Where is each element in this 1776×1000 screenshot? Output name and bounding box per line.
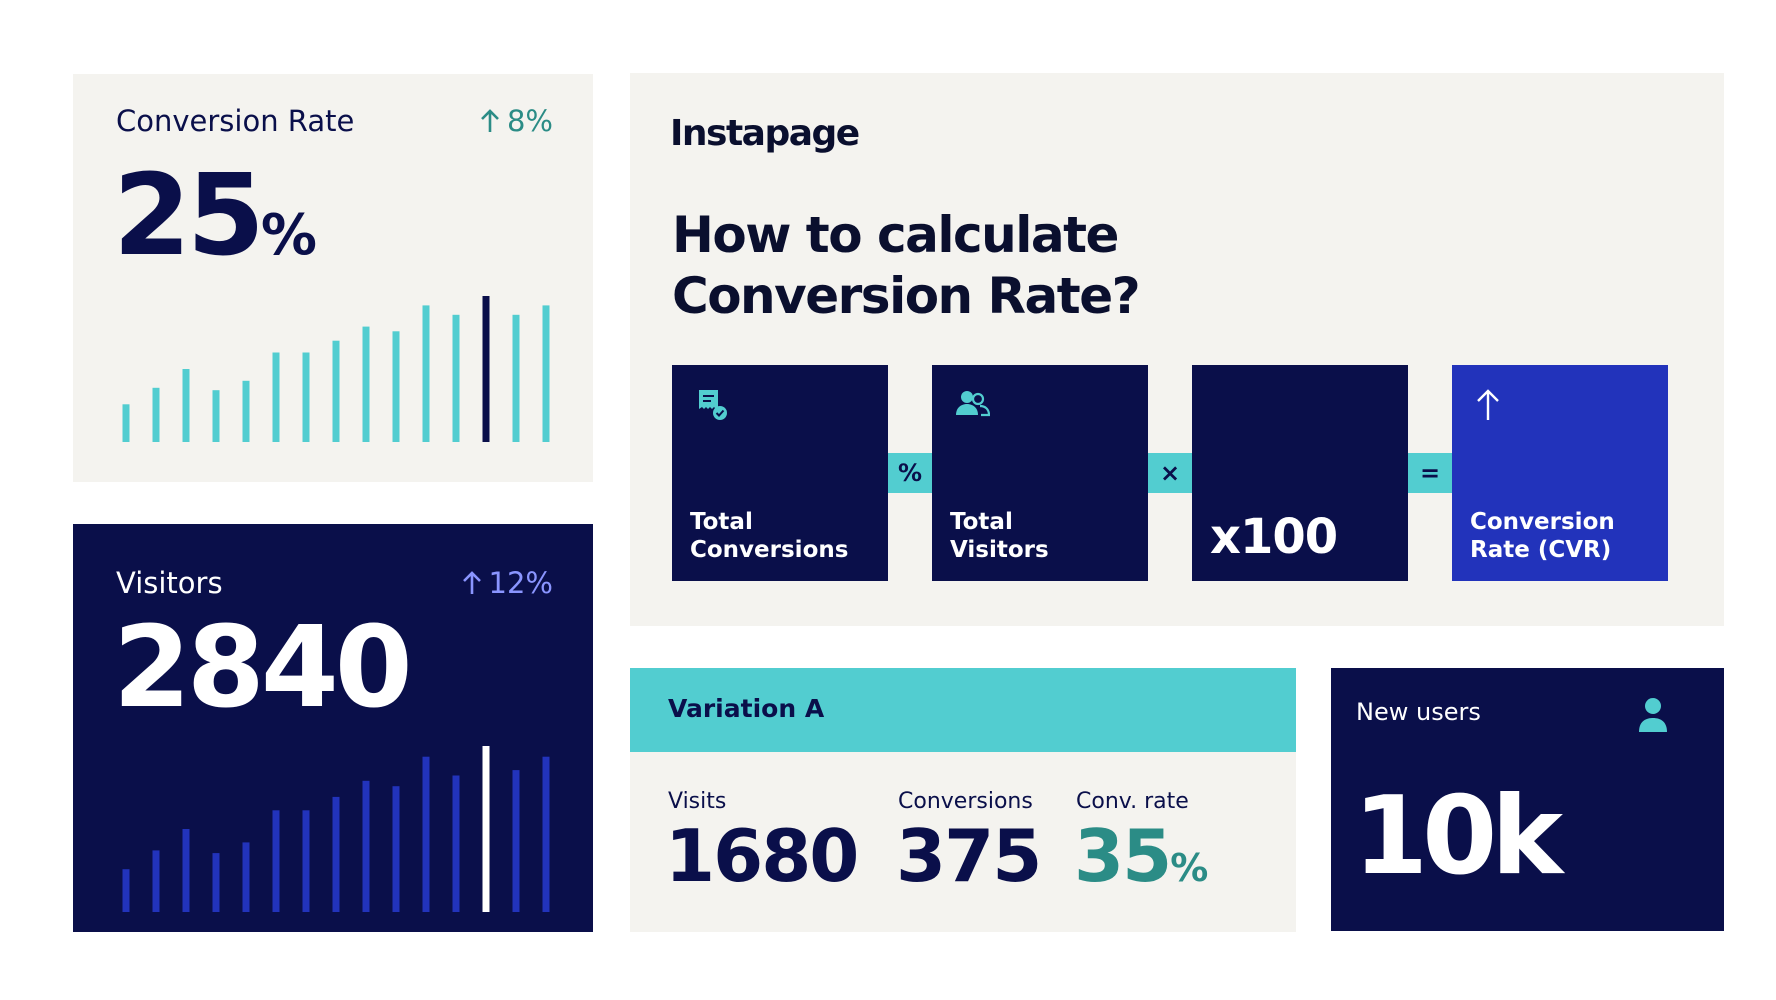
conversion-rate-bar-4	[212, 390, 220, 442]
conversion-rate-bar-15	[542, 305, 550, 442]
conversion-rate-bar-14	[512, 314, 520, 442]
multiplier-text: x100	[1210, 509, 1338, 565]
arrow-up-icon	[462, 571, 481, 594]
visitors-card: Visitors 12% 2840	[73, 524, 593, 932]
visitors-bar-4	[212, 853, 220, 912]
conversion-rate-bar-10	[392, 331, 400, 442]
variation-header: Variation A	[630, 668, 1296, 752]
formula-step-label: Total Conversions	[690, 508, 848, 564]
formula-step-label: Conversion Rate (CVR)	[1470, 508, 1615, 564]
visitors-bar-7	[302, 810, 310, 912]
formula-step-line-1: Conversion	[1470, 509, 1615, 535]
formula-step-total-visitors: Total Visitors	[932, 365, 1148, 581]
conversions-label: Conversions	[898, 789, 1033, 814]
new-users-value: 10k	[1353, 774, 1563, 899]
visitors-bar-8	[332, 796, 340, 912]
users-icon	[956, 391, 990, 417]
variation-title: Variation A	[668, 694, 825, 723]
equals-operator: =	[1408, 453, 1452, 493]
conv-rate-value: 35%	[1074, 820, 1208, 892]
conversion-rate-card: Conversion Rate 8% 25%	[73, 74, 593, 482]
conversion-rate-bar-7	[302, 352, 310, 442]
conversion-rate-bar-chart	[122, 296, 550, 442]
visits-value: 1680	[665, 814, 859, 898]
conversion-rate-change: 8%	[506, 104, 553, 138]
visitors-bar-11	[422, 756, 430, 912]
visitors-bar-9	[362, 780, 370, 912]
conversion-rate-bar-3	[182, 369, 190, 442]
page-title: How to calculate Conversion Rate?	[672, 205, 1372, 327]
conv-rate-unit: %	[1170, 846, 1209, 890]
formula-step-x100: x100	[1192, 365, 1408, 581]
formula-step-total-conversions: Total Conversions	[672, 365, 888, 581]
conversion-rate-bar-13	[482, 296, 490, 442]
visitors-title: Visitors	[116, 566, 223, 600]
multiply-operator: ×	[1148, 453, 1192, 493]
divide-operator: %	[888, 453, 932, 493]
visitors-value: 2840	[113, 603, 413, 733]
formula-step-line-2: Rate (CVR)	[1470, 537, 1612, 563]
conversion-rate-value: 25%	[113, 160, 317, 272]
visitors-bar-14	[512, 770, 520, 912]
conversions-value: 375	[896, 814, 1042, 898]
headline-line-2: Conversion Rate?	[672, 267, 1141, 325]
visitors-bar-5	[242, 842, 250, 912]
conversion-rate-bar-9	[362, 326, 370, 442]
visitors-change: 12%	[488, 566, 553, 600]
conversion-rate-trend: 8%	[479, 104, 553, 138]
visitors-bar-3	[182, 829, 190, 912]
conversion-rate-bar-8	[332, 340, 340, 442]
brand-logo: Instapage	[670, 113, 860, 154]
formula-step-line-1: Total	[690, 509, 753, 535]
conversion-rate-unit: %	[260, 203, 317, 268]
visitors-bar-2	[152, 850, 160, 912]
visitors-bar-1	[122, 869, 130, 912]
formula-card: Instapage How to calculate Conversion Ra…	[630, 73, 1724, 626]
visits-label: Visits	[668, 789, 727, 814]
conversion-rate-number: 25	[113, 151, 265, 281]
arrow-up-icon	[481, 109, 499, 132]
visitors-trend: 12%	[461, 566, 553, 600]
visitors-bar-15	[542, 756, 550, 912]
formula-step-conversion-rate: Conversion Rate (CVR)	[1452, 365, 1668, 581]
conv-rate-number: 35	[1074, 814, 1172, 898]
conversion-rate-bar-12	[452, 314, 460, 442]
visitors-bar-10	[392, 786, 400, 912]
visitors-bar-chart	[122, 746, 550, 912]
conversion-rate-bar-1	[122, 404, 130, 442]
headline-line-1: How to calculate	[672, 206, 1119, 264]
formula-step-line-1: Total	[950, 509, 1013, 535]
conv-rate-label: Conv. rate	[1076, 789, 1189, 814]
formula-step-label: Total Visitors	[950, 508, 1049, 564]
conversion-rate-bar-6	[272, 352, 280, 442]
new-users-card: New users 10k	[1331, 668, 1724, 931]
receipt-check-icon	[699, 390, 727, 420]
formula-step-line-2: Conversions	[690, 537, 849, 563]
visitors-bar-12	[452, 775, 460, 912]
formula-step-line-2: Visitors	[950, 537, 1049, 563]
user-icon	[1639, 698, 1667, 732]
conversion-rate-bar-2	[152, 387, 160, 442]
conversion-rate-bar-11	[422, 305, 430, 442]
conversion-rate-bar-5	[242, 380, 250, 442]
arrow-up-icon	[1477, 389, 1499, 420]
variation-card: Variation A Visits 1680 Conversions 375 …	[630, 668, 1296, 932]
visitors-bar-6	[272, 810, 280, 912]
conversion-rate-title: Conversion Rate	[116, 104, 355, 138]
new-users-title: New users	[1356, 698, 1481, 726]
visitors-bar-13	[482, 746, 490, 912]
